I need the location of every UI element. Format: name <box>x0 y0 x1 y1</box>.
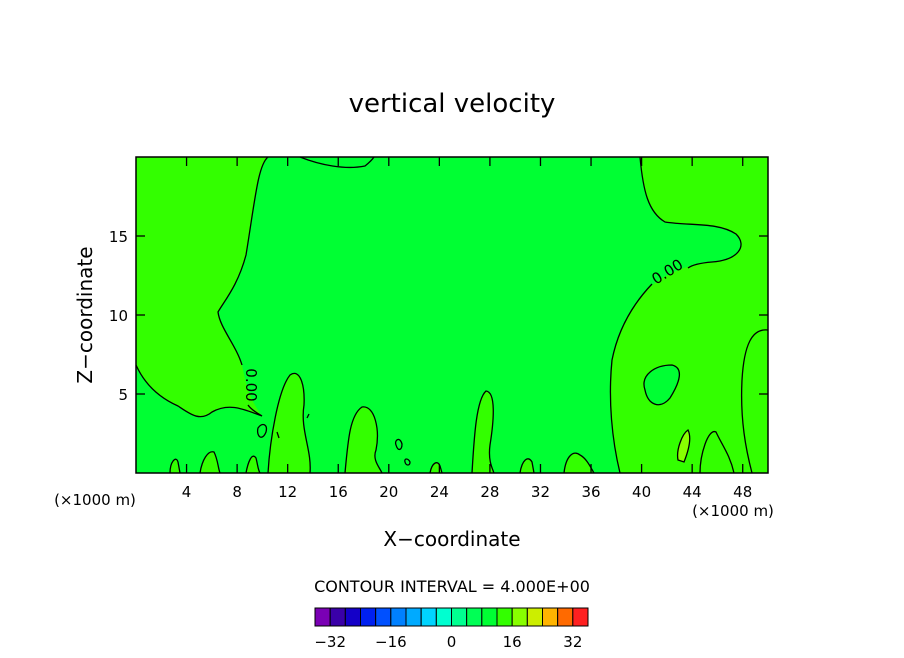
x-tick-label: 40 <box>632 483 651 501</box>
contour-region <box>268 373 311 473</box>
colorbar-box <box>314 607 331 627</box>
colorbar-box <box>329 607 346 627</box>
y-tick-label: 5 <box>118 386 128 404</box>
x-unit-label: (×1000 m) <box>692 502 774 520</box>
chart-title: vertical velocity <box>349 89 556 119</box>
x-tick-label: 24 <box>430 483 449 501</box>
colorbar-tick-label: 32 <box>563 633 582 651</box>
colorbar-tick-label: −32 <box>314 633 346 651</box>
colorbar-tick-label: −16 <box>375 633 407 651</box>
y-tick-label: 10 <box>109 307 128 325</box>
contour-line <box>609 156 742 474</box>
colorbar-box <box>466 607 483 627</box>
x-tick-label: 16 <box>329 483 348 501</box>
colorbar-box <box>526 607 543 627</box>
colorbar-box <box>496 607 513 627</box>
colorbar-box <box>542 607 559 627</box>
x-unit-label: (×1000 m) <box>54 491 136 509</box>
colorbar-box <box>405 607 422 627</box>
contour-label: 0.00 <box>242 368 260 401</box>
contour-line <box>135 156 269 418</box>
contour-region <box>136 157 268 417</box>
colorbar-box <box>481 607 498 627</box>
y-axis-label: Z−coordinate <box>73 246 97 383</box>
y-tick-label: 15 <box>109 228 128 246</box>
colorbar-tick-label: 0 <box>447 633 457 651</box>
x-tick-label: 28 <box>480 483 499 501</box>
x-tick-label: 36 <box>581 483 600 501</box>
x-tick-label: 4 <box>182 483 192 501</box>
colorbar-box <box>390 607 407 627</box>
contour-interval: CONTOUR INTERVAL = 4.000E+00 <box>314 577 590 596</box>
colorbar-box <box>572 607 589 627</box>
colorbar-box <box>420 607 437 627</box>
colorbar-box <box>451 607 468 627</box>
x-tick-label: 44 <box>683 483 702 501</box>
x-tick-label: 48 <box>733 483 752 501</box>
colorbar-box <box>557 607 574 627</box>
contour-region <box>345 406 382 473</box>
x-axis-label: X−coordinate <box>383 527 520 551</box>
x-tick-label: 8 <box>232 483 242 501</box>
colorbar-box <box>344 607 362 627</box>
x-tick-label: 20 <box>379 483 398 501</box>
contour-line <box>169 431 735 474</box>
colorbar-box <box>435 607 453 627</box>
colorbar-box <box>511 607 528 627</box>
x-tick-label: 12 <box>278 483 297 501</box>
x-tick-label: 32 <box>531 483 550 501</box>
contour-line <box>643 364 691 463</box>
contour-line <box>267 372 495 474</box>
contour-line <box>740 329 769 474</box>
contour-line <box>299 156 375 169</box>
contour-region <box>472 391 494 473</box>
colorbar-box <box>360 607 377 627</box>
colorbar-tick-label: 16 <box>503 633 522 651</box>
contour-region <box>644 365 680 405</box>
contour-line <box>256 413 411 466</box>
colorbar-box <box>375 607 392 627</box>
